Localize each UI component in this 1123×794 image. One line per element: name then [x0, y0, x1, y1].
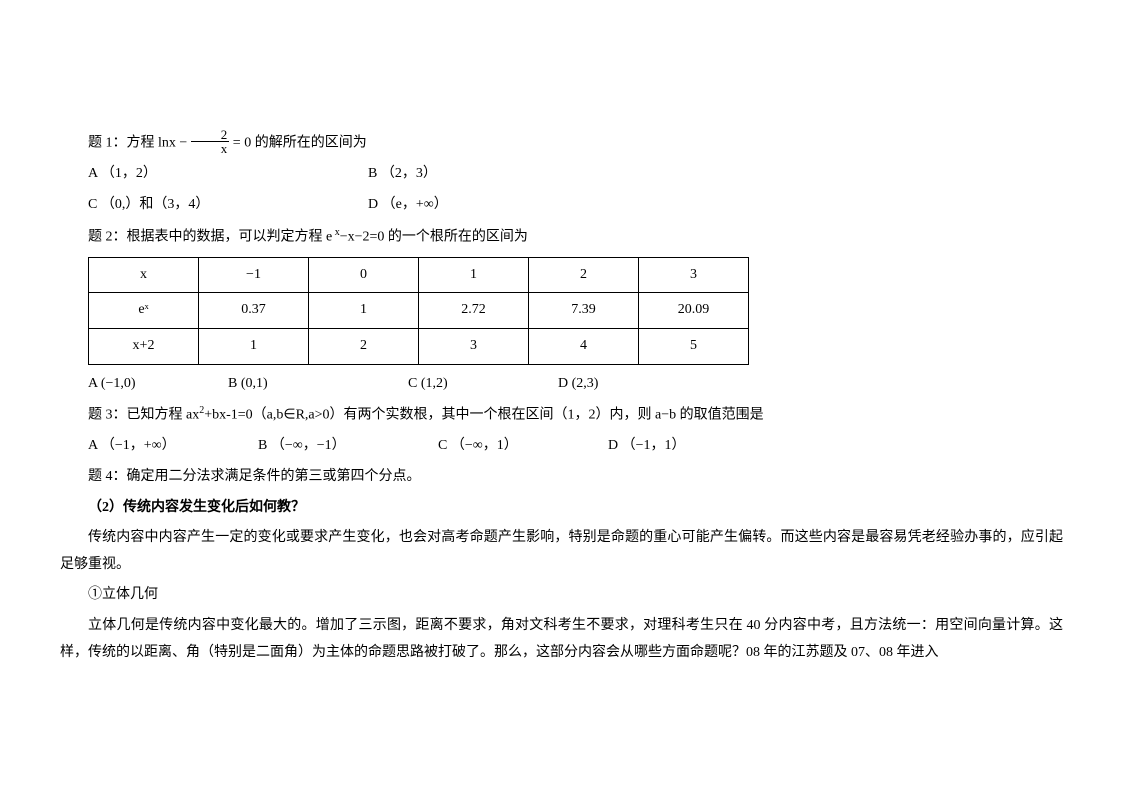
- section-para2: 立体几何是传统内容中变化最大的。增加了三示图，距离不要求，角对文科考生不要求，对…: [60, 613, 1063, 666]
- ex-3: 2.72: [419, 293, 529, 329]
- q1-options-row2: C （0,）和（3，4） D （e，+∞）: [60, 192, 1063, 219]
- q3-stem: 题 3：已知方程 ax2+bx-1=0（a,b∈R,a>0）有两个实数根，其中一…: [60, 401, 1063, 429]
- q1-stem: 题 1：方程 lnx − 2 x = 0 的解所在的区间为: [60, 130, 1063, 157]
- q2-table: x −1 0 1 2 3 eˣ 0.37 1 2.72 7.39 20.09 x…: [88, 257, 749, 365]
- q2-stem-post: −x−2=0 的一个根所在的区间为: [340, 229, 528, 244]
- x2-1: 1: [199, 328, 309, 364]
- q3-option-c: C （−∞，1）: [438, 433, 608, 460]
- q3-option-d: D （−1，1）: [608, 433, 686, 460]
- th-3: 1: [419, 257, 529, 293]
- ex-4: 7.39: [529, 293, 639, 329]
- q1-option-d: D （e，+∞）: [368, 192, 448, 219]
- th-4: 2: [529, 257, 639, 293]
- section-sub1: ①立体几何: [60, 582, 1063, 609]
- q4-stem: 题 4：确定用二分法求满足条件的第三或第四个分点。: [60, 464, 1063, 491]
- row-ex-label: eˣ: [89, 293, 199, 329]
- table-row-ex: eˣ 0.37 1 2.72 7.39 20.09: [89, 293, 749, 329]
- x2-4: 4: [529, 328, 639, 364]
- q1-stem-suffix: = 0 的解所在的区间为: [233, 136, 367, 151]
- q2-option-a: A (−1,0): [88, 371, 228, 398]
- q2-option-b: B (0,1): [228, 371, 408, 398]
- q2-stem-sup: x: [332, 227, 340, 238]
- ex-5: 20.09: [639, 293, 749, 329]
- q3-options: A （−1，+∞） B （−∞，−1） C （−∞，1） D （−1，1）: [60, 433, 1063, 460]
- q1-option-c: C （0,）和（3，4）: [88, 192, 368, 219]
- section-para1: 传统内容中内容产生一定的变化或要求产生变化，也会对高考命题产生影响，特别是命题的…: [60, 525, 1063, 578]
- q1-options-row1: A （1，2） B （2，3）: [60, 161, 1063, 188]
- q3-option-a: A （−1，+∞）: [88, 433, 258, 460]
- th-1: −1: [199, 257, 309, 293]
- document-body: 题 1：方程 lnx − 2 x = 0 的解所在的区间为 A （1，2） B …: [60, 130, 1063, 666]
- q1-frac-den: x: [191, 142, 230, 155]
- q2-option-d: D (2,3): [558, 371, 598, 398]
- q2-stem: 题 2：根据表中的数据，可以判定方程 e x−x−2=0 的一个根所在的区间为: [60, 223, 1063, 251]
- section-heading: （2）传统内容发生变化后如何教？: [60, 495, 1063, 522]
- x2-2: 2: [309, 328, 419, 364]
- ex-1: 0.37: [199, 293, 309, 329]
- q1-option-a: A （1，2）: [88, 161, 368, 188]
- table-row-header: x −1 0 1 2 3: [89, 257, 749, 293]
- q3-stem-post: +bx-1=0（a,b∈R,a>0）有两个实数根，其中一个根在区间（1，2）内，…: [204, 408, 763, 423]
- th-5: 3: [639, 257, 749, 293]
- q1-stem-prefix: 题 1：方程 lnx −: [88, 136, 191, 151]
- x2-5: 5: [639, 328, 749, 364]
- q1-fraction: 2 x: [191, 128, 230, 155]
- q1-option-b: B （2，3）: [368, 161, 437, 188]
- q2-stem-pre: 题 2：根据表中的数据，可以判定方程 e: [88, 229, 332, 244]
- q2-option-c: C (1,2): [408, 371, 558, 398]
- q3-option-b: B （−∞，−1）: [258, 433, 438, 460]
- th-2: 0: [309, 257, 419, 293]
- x2-3: 3: [419, 328, 529, 364]
- ex-2: 1: [309, 293, 419, 329]
- q3-stem-pre: 题 3：已知方程 ax: [88, 408, 199, 423]
- q2-options: A (−1,0) B (0,1) C (1,2) D (2,3): [60, 371, 1063, 398]
- row-x2-label: x+2: [89, 328, 199, 364]
- table-row-x2: x+2 1 2 3 4 5: [89, 328, 749, 364]
- q1-frac-num: 2: [191, 128, 230, 142]
- th-x: x: [89, 257, 199, 293]
